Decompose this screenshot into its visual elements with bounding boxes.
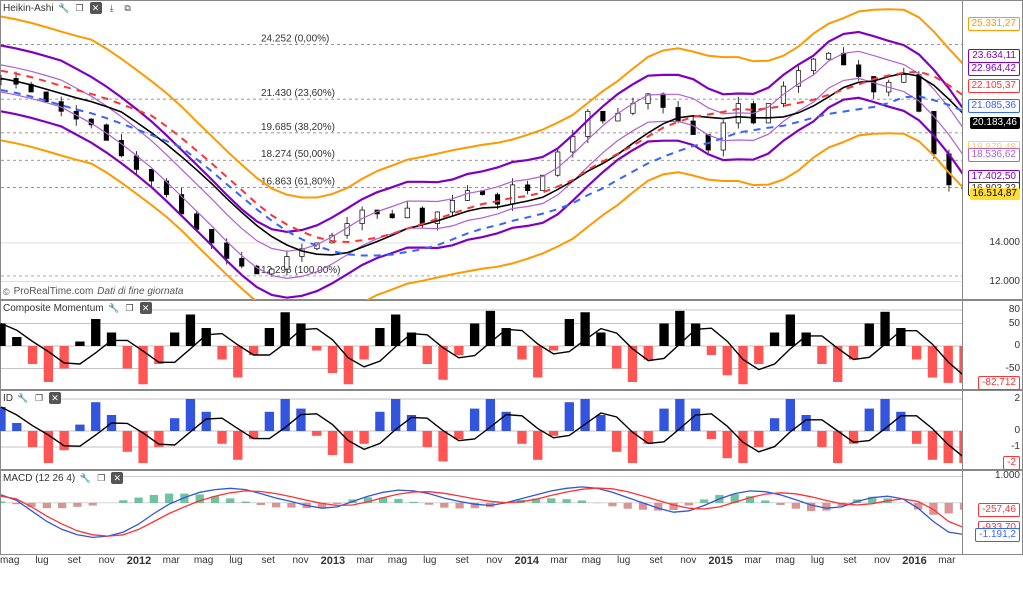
wrench-icon[interactable]: 🔧: [58, 2, 70, 14]
window-icon[interactable]: ❐: [33, 392, 45, 404]
x-tick-label: mag: [194, 555, 213, 566]
window-icon[interactable]: ❐: [95, 472, 107, 484]
main-y-axis: 14.000 12.000 25.331,27 23.634,1122.964,42 2…: [962, 1, 1022, 299]
x-tick-label: 2012: [127, 555, 151, 567]
time-axis: mag lug set nov 2012 mar mag lug set nov 2013 mar ma…: [0, 555, 963, 591]
y-price-label: 22.964,42: [968, 62, 1021, 76]
close-icon[interactable]: ✕: [49, 392, 61, 404]
x-tick-label: 2013: [321, 555, 345, 567]
macd-svg: [1, 471, 962, 554]
x-tick-label: mar: [938, 555, 955, 566]
id-title: ID: [3, 393, 13, 404]
main-price-panel: Heikin-Ashi 🔧 ❐ ✕ ⤓ ⧉ 24.252 (0,00%) 21.4…: [0, 0, 1023, 300]
x-tick-label: set: [455, 555, 468, 566]
svg-text:19.685 (38,20%): 19.685 (38,20%): [261, 122, 335, 133]
x-tick-label: mar: [550, 555, 567, 566]
close-icon[interactable]: ✕: [90, 2, 102, 14]
window-icon[interactable]: ❐: [74, 2, 86, 14]
prorealtime-footer: © ProRealTime.com Dati di fine giornata: [3, 286, 183, 297]
x-tick-label: nov: [486, 555, 502, 566]
y-scale-label: -1: [1011, 441, 1020, 453]
y-scale-label: 12.000: [989, 276, 1020, 288]
main-svg: 24.252 (0,00%) 21.430 (23,60%) 19.685 (38,…: [1, 1, 962, 299]
wrench-icon[interactable]: 🔧: [79, 472, 91, 484]
x-tick-label: set: [843, 555, 856, 566]
close-icon[interactable]: ✕: [111, 472, 123, 484]
close-icon[interactable]: ✕: [140, 302, 152, 314]
x-tick-label: nov: [292, 555, 308, 566]
y-price-label: 25.331,27: [968, 17, 1021, 31]
main-plot-area[interactable]: 24.252 (0,00%) 21.430 (23,60%) 19.685 (38,…: [1, 1, 962, 299]
x-tick-label: 2015: [708, 555, 732, 567]
x-tick-label: mar: [744, 555, 761, 566]
id-title-bar: ID 🔧 ❐ ✕: [1, 391, 61, 405]
x-tick-label: set: [649, 555, 662, 566]
export-icon[interactable]: ⤓: [106, 2, 118, 14]
y-price-label: 23.634,11: [968, 49, 1020, 63]
id-plot-area[interactable]: [1, 391, 962, 469]
y-scale-label: 0: [1014, 340, 1020, 352]
y-scale-label: 0: [1014, 425, 1020, 437]
x-tick-label: nov: [99, 555, 115, 566]
x-tick-label: mag: [0, 555, 19, 566]
x-tick-label: 2014: [514, 555, 538, 567]
x-tick-label: lug: [229, 555, 242, 566]
y-scale-label: 80: [1009, 304, 1020, 316]
x-tick-label: 2016: [902, 555, 926, 567]
main-title-bar: Heikin-Ashi 🔧 ❐ ✕ ⤓ ⧉: [1, 1, 134, 15]
svg-text:21.430 (23,60%): 21.430 (23,60%): [261, 88, 335, 99]
x-tick-label: set: [68, 555, 81, 566]
macd-panel: MACD (12 26 4) 🔧 ❐ ✕ 1.000-257,46-933,70…: [0, 470, 1023, 555]
y-scale-label: 50: [1009, 318, 1020, 330]
macd-y-axis: 1.000-257,46-933,70-1.191,2: [962, 471, 1022, 554]
y-price-label: 20.183,46: [970, 117, 1021, 129]
x-tick-label: mag: [776, 555, 795, 566]
main-title: Heikin-Ashi: [3, 3, 54, 14]
id-panel: ID 🔧 ❐ ✕ 2 0 -1 -2: [0, 390, 1023, 470]
y-price-label: -1.191,2: [975, 528, 1020, 542]
copyright-icon: ©: [3, 287, 10, 297]
comp-title-bar: Composite Momentum 🔧 ❐ ✕: [1, 301, 152, 315]
composite-momentum-panel: Composite Momentum 🔧 ❐ ✕ 80 50 0 -50-82,712: [0, 300, 1023, 390]
x-tick-label: nov: [874, 555, 890, 566]
svg-text:18.274 (50,00%): 18.274 (50,00%): [261, 149, 335, 160]
y-scale-label: 1.000: [995, 470, 1020, 482]
comp-title: Composite Momentum: [3, 303, 104, 314]
x-tick-label: lug: [811, 555, 824, 566]
x-tick-label: nov: [680, 555, 696, 566]
window-icon[interactable]: ❐: [124, 302, 136, 314]
y-price-label: -82,712: [978, 376, 1020, 390]
svg-text:16.863 (61,80%): 16.863 (61,80%): [261, 177, 335, 188]
copy-icon[interactable]: ⧉: [122, 2, 134, 14]
comp-y-axis: 80 50 0 -50-82,712: [962, 301, 1022, 389]
y-price-label: -2: [1003, 456, 1020, 470]
id-svg: [1, 391, 962, 469]
x-tick-label: lug: [423, 555, 436, 566]
y-price-label: 16.514,87: [970, 188, 1021, 200]
x-tick-label: mag: [388, 555, 407, 566]
id-y-axis: 2 0 -1 -2: [962, 391, 1022, 469]
footer-sub: Dati di fine giornata: [97, 286, 183, 297]
y-price-label: -257,46: [978, 503, 1020, 517]
wrench-icon[interactable]: 🔧: [17, 392, 29, 404]
x-tick-label: lug: [617, 555, 630, 566]
x-tick-label: set: [262, 555, 275, 566]
wrench-icon[interactable]: 🔧: [108, 302, 120, 314]
macd-title-bar: MACD (12 26 4) 🔧 ❐ ✕: [1, 471, 123, 485]
brand-label: ProRealTime.com: [14, 286, 94, 297]
y-price-label: 21.085,36: [968, 99, 1021, 113]
macd-plot-area[interactable]: [1, 471, 962, 554]
y-scale-label: -50: [1006, 363, 1020, 375]
y-scale-label: 2: [1014, 393, 1020, 405]
x-tick-label: mar: [163, 555, 180, 566]
x-tick-label: mar: [357, 555, 374, 566]
x-tick-label: mag: [582, 555, 601, 566]
y-price-label: 22.105,37: [968, 79, 1021, 93]
y-scale-label: 14.000: [989, 237, 1020, 249]
svg-text:24.252 (0,00%): 24.252 (0,00%): [261, 34, 329, 45]
x-tick-label: lug: [35, 555, 48, 566]
y-price-label: 18.536,62: [968, 148, 1021, 162]
macd-title: MACD (12 26 4): [3, 473, 75, 484]
